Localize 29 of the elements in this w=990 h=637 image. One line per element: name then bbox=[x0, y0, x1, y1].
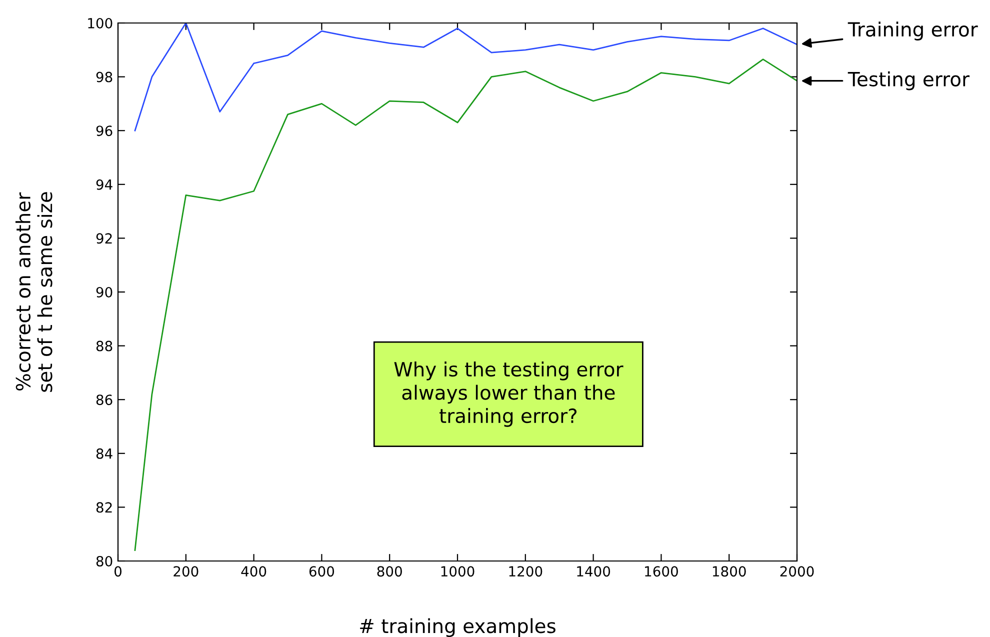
x-tick-label: 1200 bbox=[509, 566, 542, 577]
x-tick-label: 2000 bbox=[780, 566, 814, 577]
x-tick-label: 1000 bbox=[441, 566, 474, 577]
x-tick-label: 600 bbox=[309, 566, 334, 577]
x-tick-label: 0 bbox=[114, 566, 122, 577]
y-tick-label: 86 bbox=[96, 394, 112, 406]
x-tick-label: 800 bbox=[377, 566, 402, 577]
y-tick-label: 96 bbox=[96, 126, 112, 136]
x-tick-label: 200 bbox=[174, 566, 198, 577]
y-tick-label: 98 bbox=[96, 72, 112, 82]
y-tick-label: 94 bbox=[96, 179, 112, 190]
x-tick-label: 1400 bbox=[577, 566, 610, 577]
x-tick-label: 1600 bbox=[645, 566, 678, 577]
y-tick-label: 100 bbox=[88, 18, 112, 28]
x-tick-label: 400 bbox=[241, 566, 266, 577]
x-tick-label: 1800 bbox=[712, 566, 746, 577]
line-series bbox=[134, 58, 797, 551]
y-tick-label: 90 bbox=[96, 286, 112, 298]
y-tick-label: 88 bbox=[96, 340, 112, 352]
text: Testing error bbox=[848, 71, 970, 90]
annotation: Why is the testing error always lower than the training error? bbox=[394, 362, 624, 427]
y-tick-label: 82 bbox=[96, 502, 112, 513]
x-axis-title: # training examples bbox=[360, 618, 556, 637]
y-tick-label: 92 bbox=[96, 233, 112, 244]
y-tick-label: 80 bbox=[96, 556, 112, 566]
y-axis-title: %correct on another set of t he same size bbox=[15, 192, 52, 392]
y-tick-label: 84 bbox=[96, 448, 112, 459]
text: Training error bbox=[848, 22, 978, 40]
line-series bbox=[134, 23, 797, 132]
